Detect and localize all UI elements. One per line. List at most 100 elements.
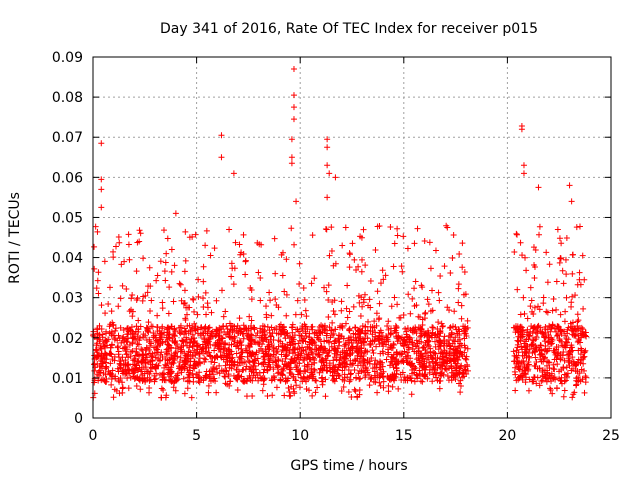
data-point: [262, 346, 269, 353]
data-point: [349, 240, 356, 247]
data-point: [456, 336, 463, 343]
data-point: [406, 336, 413, 343]
data-point: [204, 300, 211, 307]
data-point: [333, 375, 340, 382]
data-point: [112, 325, 119, 332]
data-point: [204, 350, 211, 357]
data-point: [279, 272, 286, 279]
data-point: [172, 210, 179, 217]
data-point: [399, 350, 406, 357]
data-point: [523, 364, 530, 371]
data-point: [183, 311, 190, 318]
data-point: [360, 299, 367, 306]
data-point: [272, 270, 279, 277]
data-point: [189, 295, 196, 302]
data-point: [371, 324, 378, 331]
data-point: [308, 324, 315, 331]
data-point: [171, 262, 178, 269]
data-point: [459, 240, 466, 247]
data-point: [317, 345, 324, 352]
data-point: [249, 377, 256, 384]
data-point: [203, 374, 210, 381]
data-point: [300, 373, 307, 380]
data-point: [338, 387, 345, 394]
data-point: [562, 377, 569, 384]
data-point: [183, 304, 190, 311]
data-point: [145, 283, 152, 290]
data-point: [195, 359, 202, 366]
data-point: [160, 387, 167, 394]
data-point: [125, 385, 132, 392]
data-point: [202, 372, 209, 379]
data-point: [446, 325, 453, 332]
data-point: [211, 375, 218, 382]
data-point: [180, 375, 187, 382]
data-point: [273, 358, 280, 365]
data-point: [261, 356, 268, 363]
plot-frame: [92, 56, 612, 419]
data-point: [318, 322, 325, 329]
data-point: [510, 348, 517, 355]
data-point: [273, 384, 280, 391]
data-point: [376, 364, 383, 371]
data-point: [563, 294, 570, 301]
data-point: [293, 366, 300, 373]
data-point: [169, 334, 176, 341]
data-point: [191, 308, 198, 315]
data-point: [359, 256, 366, 263]
data-point: [565, 355, 572, 362]
data-point: [314, 384, 321, 391]
data-point: [341, 343, 348, 350]
data-point: [553, 384, 560, 391]
data-point: [290, 92, 297, 99]
data-point: [172, 387, 179, 394]
data-point: [164, 371, 171, 378]
data-point: [236, 337, 243, 344]
data-point: [330, 307, 337, 314]
data-point: [203, 311, 210, 318]
data-point: [583, 333, 590, 340]
data-point: [457, 383, 464, 390]
data-point: [419, 322, 426, 329]
data-point: [241, 358, 248, 365]
data-point: [530, 324, 537, 331]
data-point: [243, 363, 250, 370]
data-point: [416, 367, 423, 374]
data-point: [108, 308, 115, 315]
data-point: [140, 364, 147, 371]
data-point: [162, 277, 169, 284]
data-point: [456, 328, 463, 335]
data-point: [309, 232, 316, 239]
data-point: [296, 280, 303, 287]
data-point: [387, 377, 394, 384]
data-point: [419, 344, 426, 351]
data-point: [159, 305, 166, 312]
data-point: [529, 341, 536, 348]
data-point: [436, 385, 443, 392]
data-point: [577, 281, 584, 288]
data-point: [377, 382, 384, 389]
data-point: [99, 376, 106, 383]
data-point: [111, 386, 118, 393]
data-point: [230, 170, 237, 177]
data-point: [540, 300, 547, 307]
data-point: [403, 359, 410, 366]
data-point: [431, 332, 438, 339]
data-point: [124, 331, 131, 338]
data-point: [421, 363, 428, 370]
data-point: [376, 341, 383, 348]
data-point: [226, 334, 233, 341]
data-point: [322, 393, 329, 400]
data-point: [429, 324, 436, 331]
data-point: [572, 333, 579, 340]
data-point: [357, 313, 364, 320]
data-point: [159, 376, 166, 383]
data-point: [131, 331, 138, 338]
data-point: [271, 235, 278, 242]
data-point: [516, 375, 523, 382]
data-point: [274, 364, 281, 371]
data-point: [313, 342, 320, 349]
data-point: [228, 362, 235, 369]
data-point: [353, 374, 360, 381]
data-point: [185, 348, 192, 355]
